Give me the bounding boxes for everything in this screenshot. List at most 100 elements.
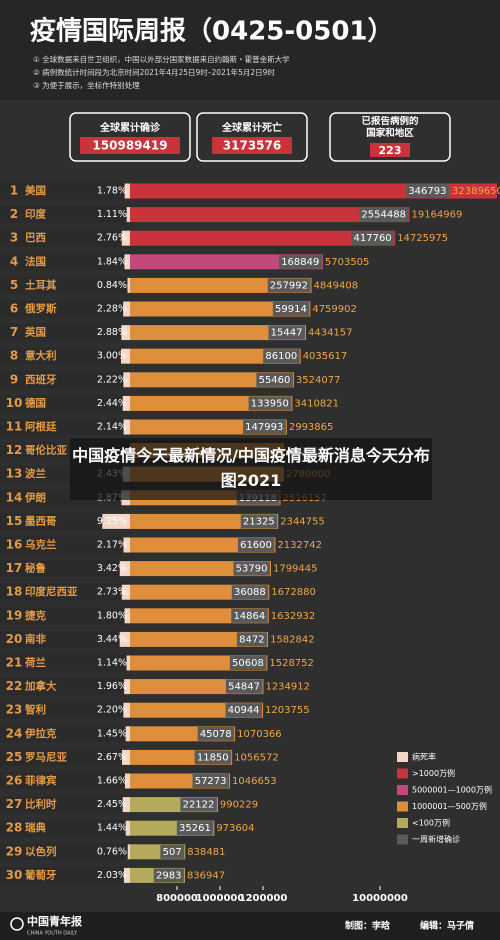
weekly-new-label: 35261 (179, 823, 211, 834)
weekly-new-label: 2554488 (361, 210, 406, 221)
weekly-new-box (406, 184, 449, 198)
death-rate-bar (125, 726, 130, 742)
death-rate-bar (102, 513, 130, 529)
rank: 28 (6, 821, 23, 835)
country: 菲律宾 (25, 774, 57, 787)
death-rate-label: 1.66% (97, 776, 127, 787)
death-rate-bar (125, 773, 130, 789)
total-label: 14725975 (397, 233, 448, 244)
weekly-new-box (231, 585, 269, 600)
legend-label: <100万例 (412, 818, 450, 828)
death-rate-label: 2.67% (97, 752, 127, 763)
country: 瑞典 (25, 821, 46, 834)
death-rate-label: 1.80% (97, 610, 127, 621)
weekly-new-box (180, 797, 217, 812)
total-label: 990229 (220, 800, 258, 811)
stat-value-bg (80, 137, 180, 154)
rank: 25 (6, 750, 23, 764)
total-label: 1799445 (273, 564, 318, 575)
death-rate-label: 2.73% (97, 587, 127, 598)
death-rate-bar (119, 631, 130, 647)
row-bg (0, 796, 130, 814)
weekly-new-label: 21325 (243, 516, 275, 527)
total-label: 1203755 (265, 705, 310, 716)
total-label: 1632932 (271, 611, 316, 622)
country: 秘鲁 (25, 562, 46, 575)
row-bg (0, 866, 130, 884)
weekly-new-label: 8472 (239, 634, 264, 645)
death-rate-label: 2.76% (97, 233, 127, 244)
rank: 2 (10, 207, 18, 221)
weekly-new-label: 54847 (228, 682, 260, 693)
row-bg (0, 512, 130, 530)
weekly-new-label: 86100 (265, 351, 297, 362)
rank: 29 (6, 844, 23, 858)
weekly-new-label: 346793 (408, 186, 446, 197)
country: 土耳其 (25, 278, 57, 291)
weekly-new-box (243, 420, 286, 434)
death-rate-bar (124, 679, 130, 695)
row-bg (0, 607, 130, 625)
death-rate-label: 2.14% (97, 422, 127, 433)
logo-icon (10, 917, 24, 931)
weekly-new-box (359, 207, 409, 222)
row-bg (0, 536, 130, 554)
x-tick-label: 1000000 (196, 893, 245, 904)
weekly-new-label: 11850 (197, 752, 229, 763)
death-rate-label: 1.96% (97, 681, 127, 692)
rank: 4 (10, 254, 18, 268)
death-rate-bar (127, 277, 130, 293)
rank: 13 (6, 467, 23, 481)
x-tick-label: 1200000 (239, 893, 288, 904)
rank: 27 (6, 797, 23, 811)
x-tick-label: 10000000 (352, 893, 408, 904)
weekly-new-box (192, 774, 230, 788)
rank: 16 (6, 538, 23, 552)
death-rate-label: 3.00% (97, 351, 127, 362)
x-tick-label: 800000 (156, 893, 198, 904)
legend-label: 1000001—500万例 (412, 801, 487, 811)
row-bg (0, 347, 130, 365)
weekly-new-box (236, 632, 268, 647)
rank: 20 (6, 632, 23, 646)
note: ② 病例数统计时间段为北京时间2021年4月25日9时–2021年5月2日9时 (33, 67, 275, 77)
death-rate-bar (121, 230, 130, 246)
row-bg (0, 583, 130, 601)
death-rate-bar (122, 797, 130, 813)
country: 西班牙 (25, 373, 57, 386)
rank: 19 (6, 608, 23, 622)
death-rate-bar (122, 395, 130, 411)
legend-label: 5000001—1000万例 (412, 785, 492, 795)
country: 美国 (25, 184, 46, 197)
weekly-new-box (272, 302, 310, 316)
weekly-new-label: 133950 (251, 398, 289, 409)
weekly-new-box (197, 726, 235, 741)
death-rate-label: 2.03% (97, 870, 127, 881)
rank: 15 (6, 514, 23, 528)
stat-box (196, 112, 308, 162)
row-bg (0, 276, 130, 294)
legend-swatch (397, 801, 408, 812)
bar (130, 631, 269, 647)
row-bg (0, 725, 130, 743)
country: 乌克兰 (25, 538, 57, 551)
rank: 9 (10, 372, 18, 386)
country: 印度尼西亚 (25, 585, 78, 598)
rank: 14 (6, 490, 23, 504)
weekly-new-label: 61600 (240, 540, 272, 551)
death-rate-bar (127, 844, 130, 860)
death-rate-bar (121, 584, 130, 600)
death-rate-bar (121, 348, 130, 364)
country: 比利时 (25, 798, 57, 811)
country: 智利 (24, 703, 46, 716)
death-rate-label: 2.20% (97, 705, 127, 716)
country: 以色列 (25, 845, 57, 858)
weekly-new-label: 36088 (234, 587, 266, 598)
stat-box (69, 112, 191, 162)
death-rate-label: 1.84% (97, 256, 127, 267)
rank: 21 (6, 656, 23, 670)
overlay-wrap: 中国疫情今天最新情况/中国疫情最新消息今天分布图2021 (72, 446, 430, 490)
row-bg (0, 182, 130, 200)
